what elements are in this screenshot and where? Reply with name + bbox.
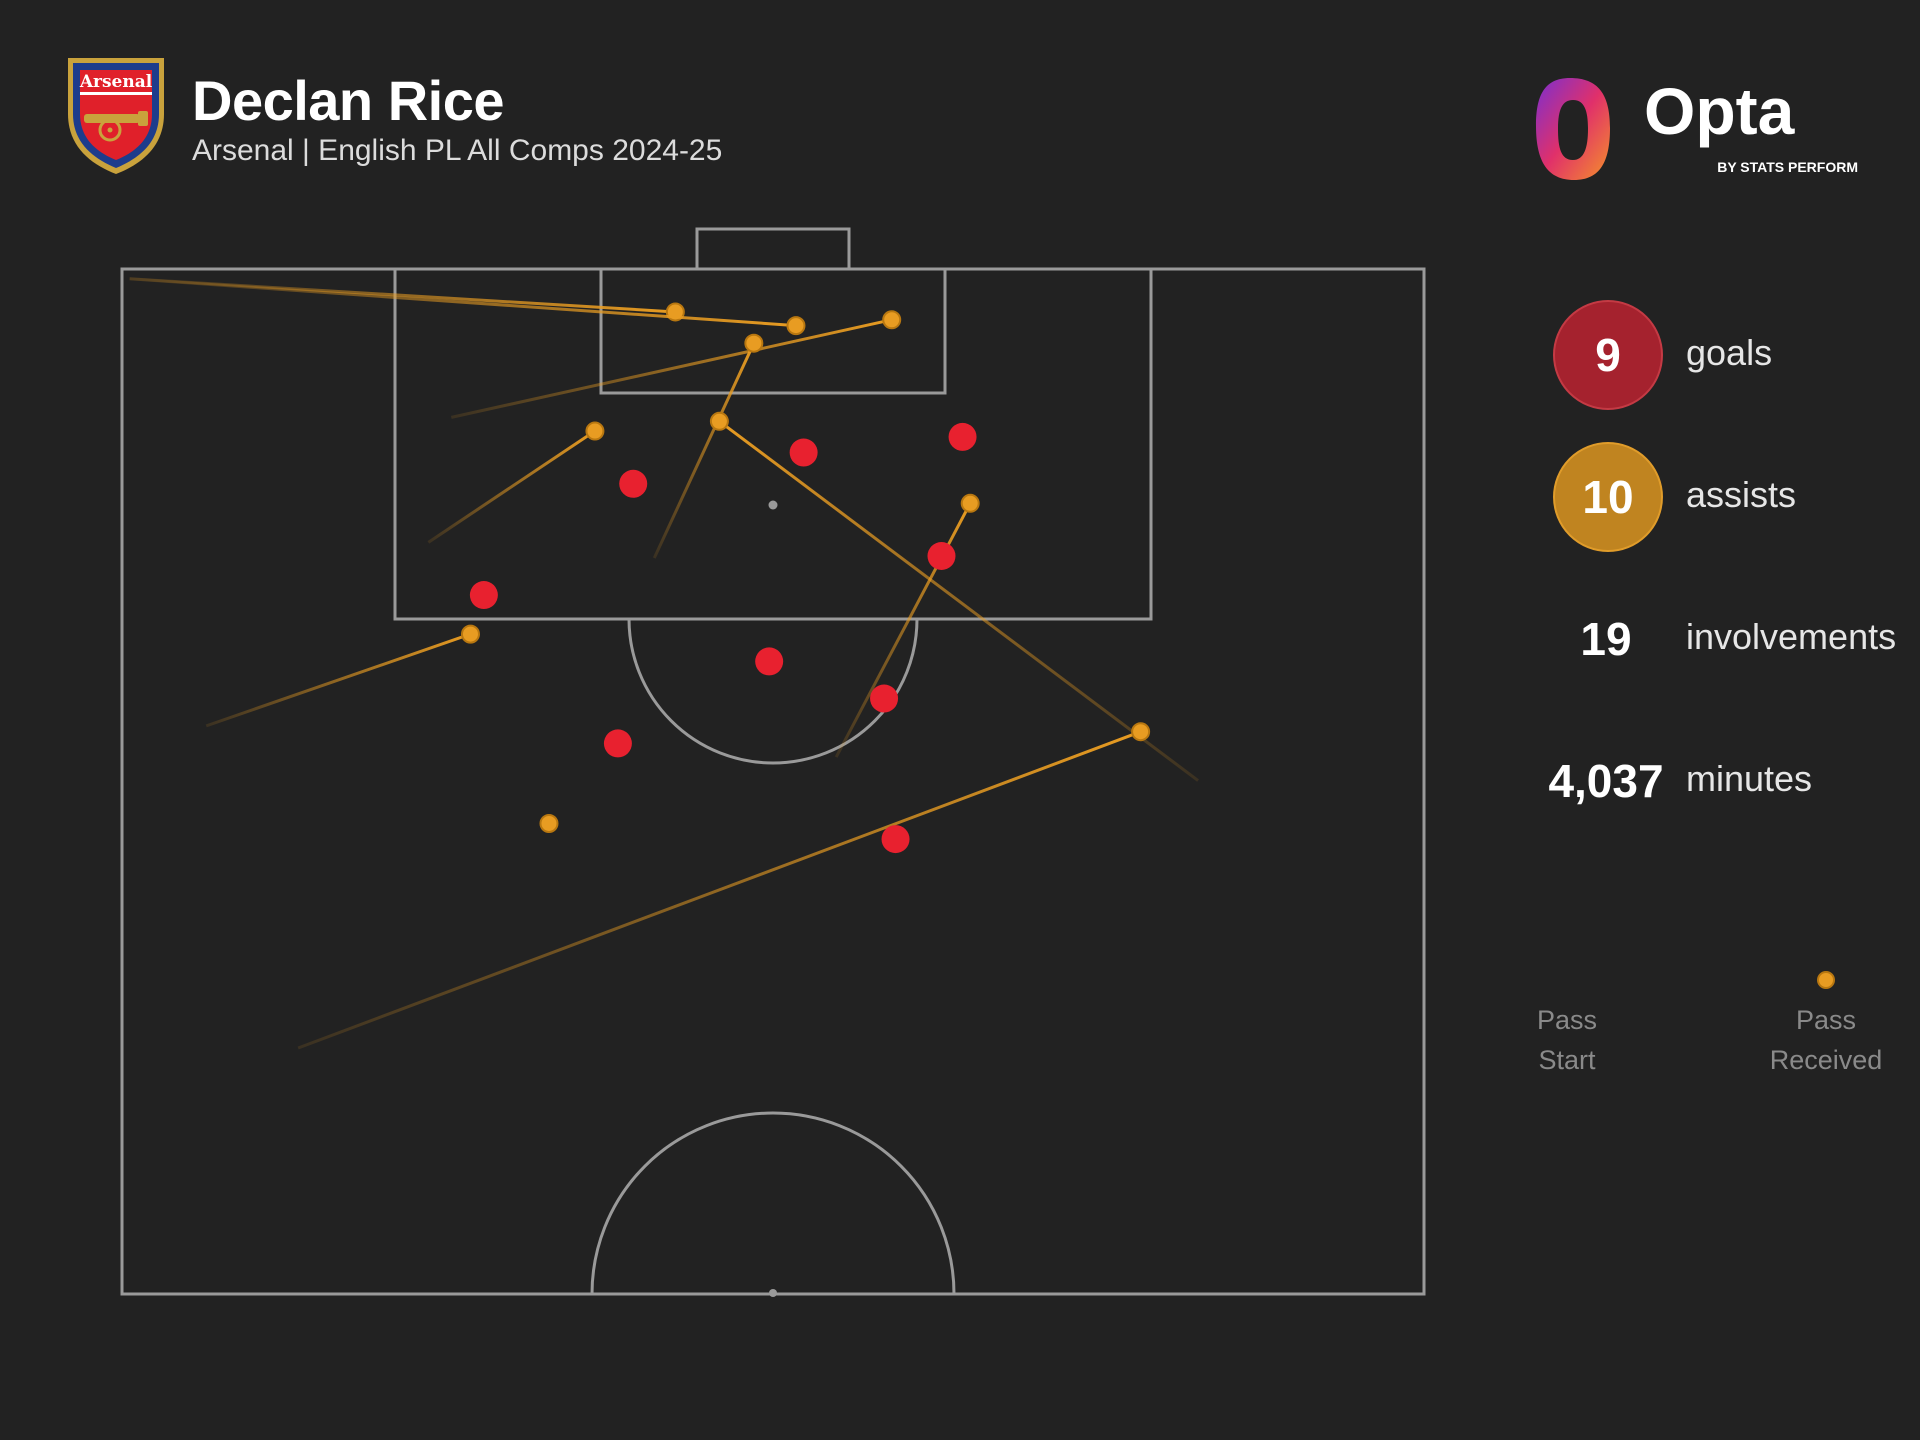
goal-marker	[870, 684, 899, 713]
page-subtitle: Arsenal | English PL All Comps 2024-25	[192, 134, 723, 167]
svg-text:Opta: Opta	[1644, 74, 1796, 148]
assist-received-marker	[960, 493, 980, 513]
opta-logo-icon: Opta BY STATS PERFORM	[1536, 74, 1858, 180]
assist-pass-line	[451, 318, 893, 419]
assist-pass-line	[205, 632, 471, 728]
legend-received-marker	[1817, 971, 1835, 989]
assist-received-marker	[539, 813, 559, 833]
minutes-value: 4,037	[1548, 755, 1664, 807]
goal-marker	[789, 438, 818, 467]
assist-received-marker	[882, 310, 902, 330]
pitch-boundary	[120, 267, 1426, 1296]
penalty-area	[393, 267, 1153, 621]
assists-label: assists	[1686, 474, 1797, 515]
assist-received-marker	[1131, 722, 1151, 742]
six-yard-box	[599, 267, 947, 395]
assist-pass-line	[652, 342, 756, 559]
arsenal-crest-icon: Arsenal	[68, 58, 164, 174]
involvements-label: involvements	[1686, 616, 1897, 657]
assist-pass-line	[427, 429, 596, 544]
penalty-arc	[627, 618, 919, 765]
assist-received-marker	[786, 316, 806, 336]
assist-pass-line	[297, 730, 1142, 1050]
assist-received-marker	[460, 624, 480, 644]
assists-value-circle: 10	[1553, 442, 1663, 552]
assist-received-marker	[744, 333, 764, 353]
legend-received-label: Pass Received	[1769, 1005, 1883, 1075]
assist-pass-line	[129, 277, 797, 328]
legend-start-label: Pass Start	[1536, 1005, 1598, 1075]
pitch-chart	[120, 227, 1426, 1297]
goal-marker	[881, 825, 910, 854]
centre-spot	[769, 1289, 777, 1297]
assist-pass-line	[718, 420, 1199, 782]
goal	[695, 227, 851, 271]
svg-text:Arsenal: Arsenal	[79, 72, 153, 92]
goal-marker	[603, 729, 632, 758]
page-title: Declan Rice	[192, 69, 505, 132]
minutes-label: minutes	[1686, 758, 1813, 799]
assist-pass-line	[834, 502, 972, 758]
goal-marker	[619, 469, 648, 498]
assist-received-marker	[709, 411, 729, 431]
goals-value-circle: 9	[1553, 300, 1663, 410]
involvements-value: 19	[1580, 613, 1632, 665]
centre-circle	[590, 1111, 956, 1295]
penalty-spot	[768, 500, 778, 510]
svg-text:BY STATS PERFORM: BY STATS PERFORM	[1717, 159, 1858, 175]
legend-pass-line	[1567, 971, 1835, 989]
goal-marker	[469, 581, 498, 610]
assist-received-marker	[585, 421, 605, 441]
goal-marker	[948, 422, 977, 451]
goal-marker	[927, 542, 956, 570]
goal-marker	[755, 647, 784, 676]
goals-label: goals	[1686, 332, 1773, 373]
